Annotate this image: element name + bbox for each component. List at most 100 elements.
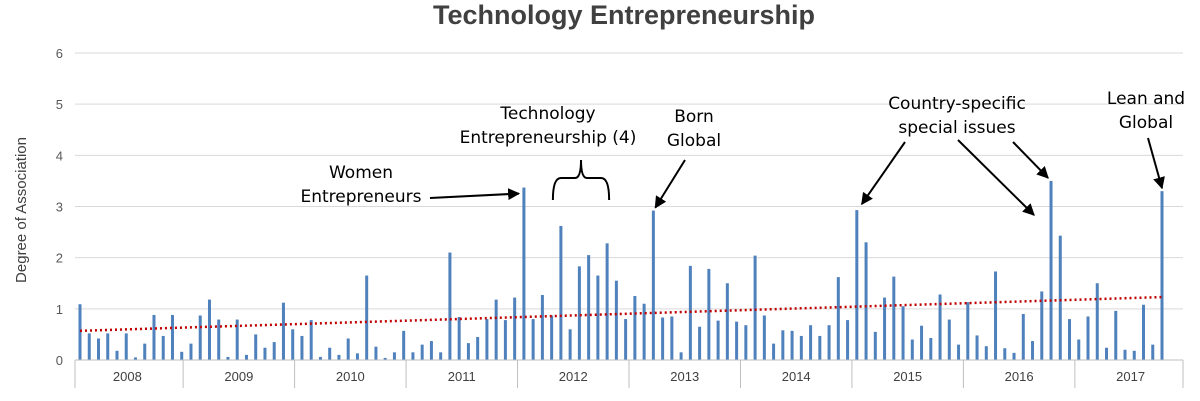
annotation-arrow <box>1012 141 1049 179</box>
x-tick-label: 2012 <box>559 369 588 384</box>
annotation-text: Country-specific <box>888 94 1026 114</box>
bar <box>1031 341 1035 360</box>
y-tick-label: 5 <box>56 97 63 112</box>
bar <box>559 225 563 360</box>
bar <box>1040 291 1044 360</box>
annotation-arrow <box>429 188 521 201</box>
bar <box>383 357 387 360</box>
bar <box>772 343 776 360</box>
bar <box>670 316 674 360</box>
bar <box>901 306 905 360</box>
annotation-text: Global <box>667 131 721 151</box>
bar <box>244 354 248 360</box>
bar <box>910 339 914 360</box>
bar <box>1012 352 1016 360</box>
bar <box>707 268 711 360</box>
y-tick-labels: 0 1 2 3 4 5 6 <box>56 46 63 368</box>
bar <box>568 329 572 360</box>
bar <box>1160 191 1164 360</box>
bar <box>365 275 369 360</box>
bar <box>1095 283 1099 360</box>
gridlines <box>75 52 1183 310</box>
bars <box>78 180 1164 360</box>
annotations: Women Entrepreneurs Technology Entrepreneur… <box>301 89 1185 216</box>
bar <box>476 336 480 360</box>
bar <box>735 321 739 360</box>
bar <box>300 335 304 360</box>
bar <box>429 341 433 360</box>
bar <box>781 330 785 360</box>
annotation-text: Born <box>674 107 714 127</box>
bar <box>392 352 396 360</box>
annotation-arrow <box>1147 137 1165 190</box>
bar <box>457 317 461 360</box>
x-tick-label: 2008 <box>113 369 142 384</box>
bar <box>744 325 748 360</box>
bar <box>291 329 295 360</box>
bar <box>818 335 822 360</box>
annotation-text: Global <box>1119 113 1173 133</box>
bar <box>624 319 628 360</box>
bar <box>855 210 859 360</box>
bar <box>1151 344 1155 360</box>
bar <box>938 294 942 360</box>
bar <box>115 350 119 360</box>
annotation-text: Technology <box>499 104 595 124</box>
bar <box>920 325 924 360</box>
bar <box>762 315 766 360</box>
bar <box>809 325 813 360</box>
bar <box>883 297 887 360</box>
bar <box>577 266 581 360</box>
y-tick-label: 2 <box>56 251 63 266</box>
bar <box>679 352 683 360</box>
bar <box>550 315 554 360</box>
bar <box>698 326 702 360</box>
bar <box>226 356 230 360</box>
x-tick-label: 2010 <box>336 369 365 384</box>
bar <box>522 187 526 360</box>
bar <box>1003 348 1007 360</box>
bar <box>78 304 82 360</box>
bar <box>87 333 91 360</box>
bar <box>503 320 507 360</box>
annotation-text: special issues <box>898 118 1015 138</box>
bar <box>355 353 359 360</box>
annotation-text: Women <box>329 163 393 183</box>
bar <box>1114 310 1118 360</box>
bar <box>864 242 868 360</box>
bar <box>966 302 970 360</box>
bar <box>947 319 951 360</box>
bar <box>254 334 258 360</box>
bar <box>846 320 850 360</box>
bar <box>531 319 535 360</box>
bar <box>873 331 877 360</box>
x-tick-label: 2016 <box>1005 369 1034 384</box>
bar <box>235 319 239 360</box>
bar <box>790 330 794 360</box>
bar <box>1077 339 1081 360</box>
bar <box>1068 319 1072 360</box>
x-tick-label: 2014 <box>782 369 811 384</box>
x-axis: 2008 2009 2010 2011 2012 2013 2014 2015 2016 2017 <box>74 359 1184 388</box>
bar <box>143 343 147 360</box>
bar <box>929 337 933 360</box>
bar <box>263 347 267 360</box>
bar <box>309 320 313 360</box>
bar <box>439 352 443 360</box>
bar <box>402 330 406 360</box>
bar <box>337 354 341 360</box>
bar <box>753 255 757 360</box>
bar <box>466 343 470 360</box>
y-tick-label: 0 <box>56 353 63 368</box>
bar <box>994 271 998 360</box>
bar <box>96 338 100 360</box>
bar <box>180 351 184 360</box>
annotation-text: Lean and <box>1107 89 1185 109</box>
bar <box>328 347 332 360</box>
bar <box>596 275 600 360</box>
bar <box>984 346 988 360</box>
chart-title: Technology Entrepreneurship <box>433 0 815 30</box>
bar <box>614 280 618 360</box>
bar <box>198 315 202 360</box>
